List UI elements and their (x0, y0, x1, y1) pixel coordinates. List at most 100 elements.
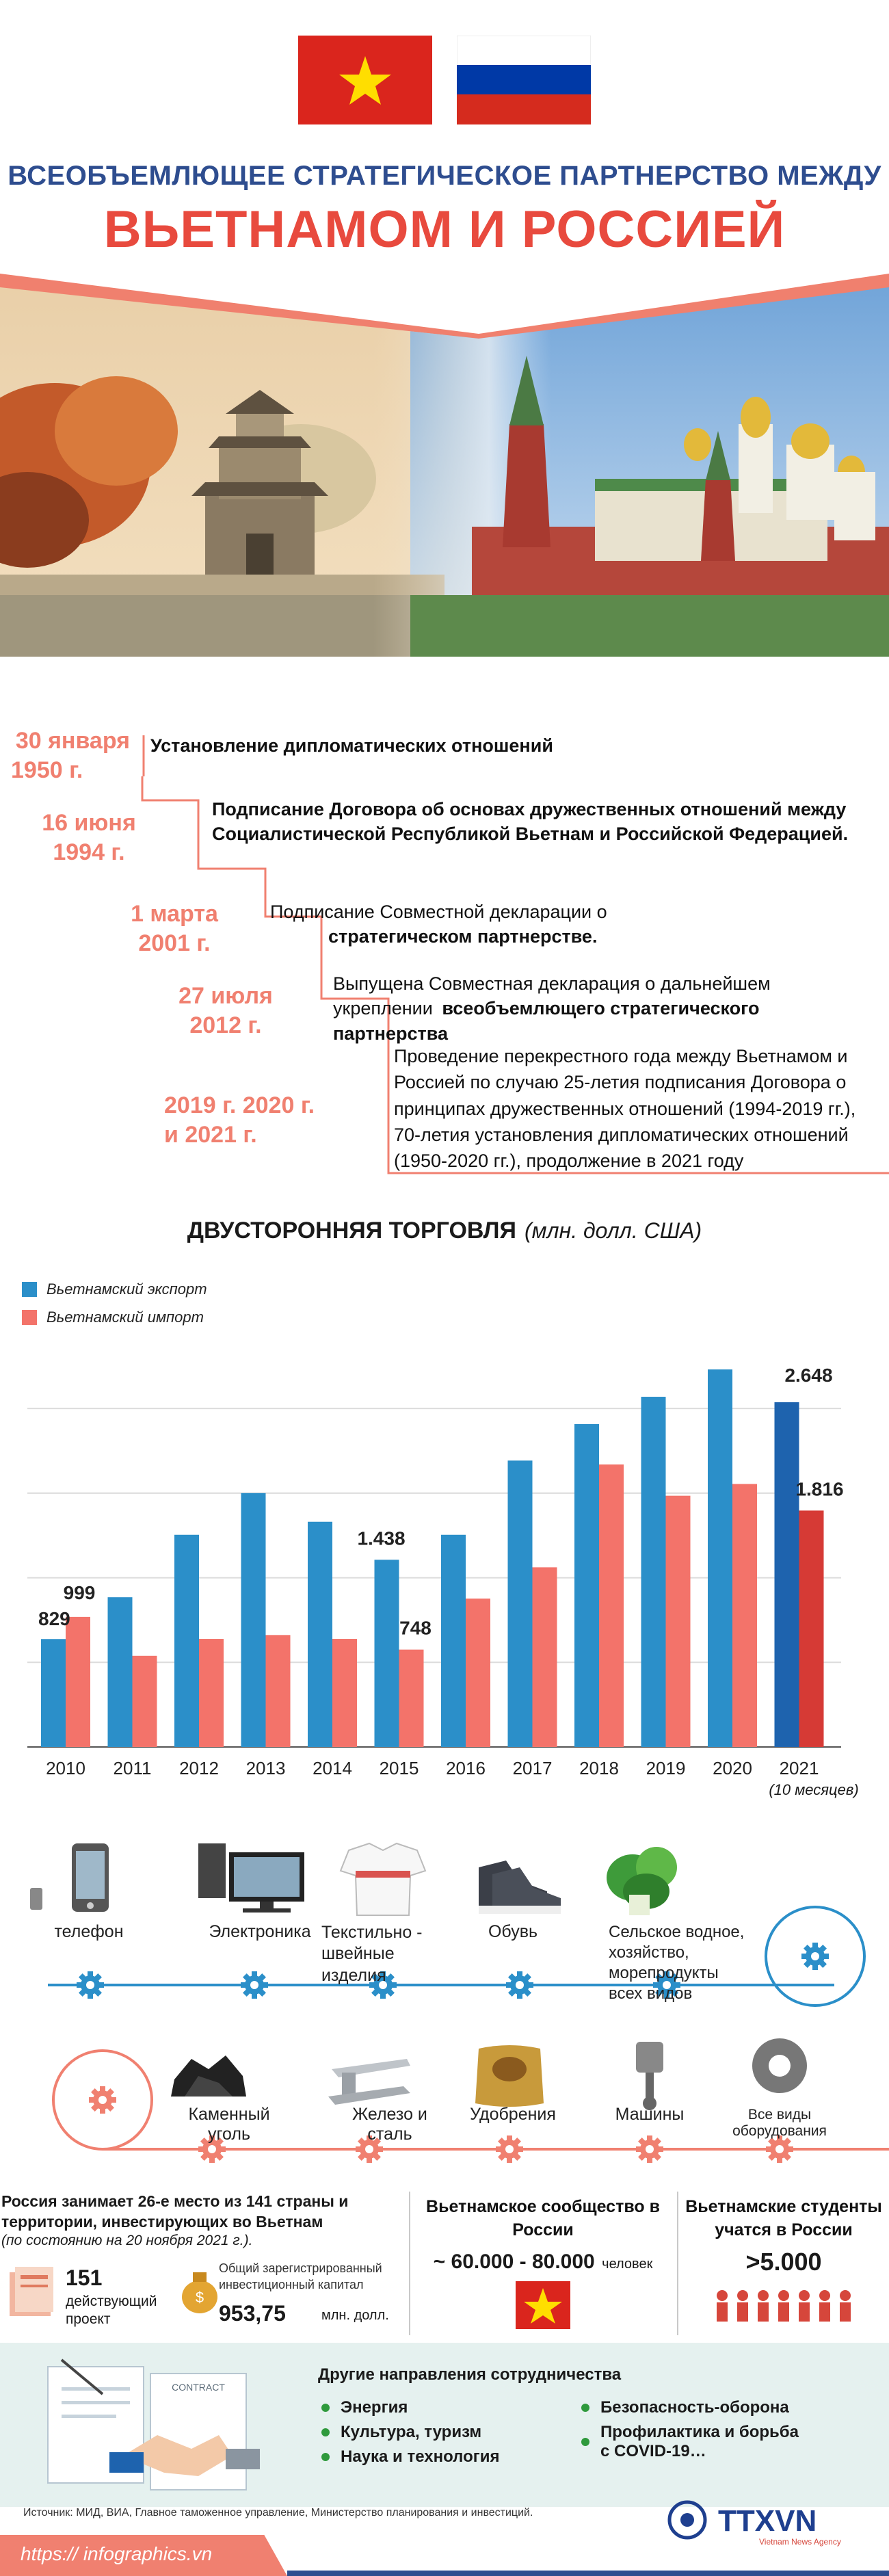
phone-icon (30, 1843, 109, 1912)
community-value: ~ 60.000 - 80.000 (433, 2250, 595, 2273)
x-tick-label: 2017 (513, 1758, 553, 1778)
x-tick-label: 2018 (579, 1758, 619, 1778)
students-people-icon (717, 2290, 851, 2322)
money-bag-icon: $ (182, 2272, 217, 2313)
timeline-date-5: 2019 г. 2020 г. и 2021 г. (164, 1092, 315, 1148)
import-bar (665, 1495, 691, 1747)
cooperation-item: Безопасность-оборона (581, 2398, 806, 2417)
import-product-label: Железо и сталь (352, 2105, 427, 2144)
timeline-event-4: Выпущена Совместная декларация о дальней… (333, 973, 771, 1044)
svg-text:$: $ (196, 2289, 204, 2306)
export-product-label: Сельское водное, хозяйство, морепродукты… (609, 1923, 745, 2003)
export-product-label: Текстильно - швейные изделия (321, 1923, 423, 1985)
steel-beam-icon (328, 2059, 410, 2105)
timeline-date-4: 27 июля 2012 г. (178, 983, 273, 1038)
investment-box: Россия занимает 26-е место из 141 страны… (0, 2192, 405, 2339)
gear-marker-icon (506, 1971, 533, 1999)
import-bar (132, 1655, 157, 1747)
sneaker-icon (479, 1861, 561, 1914)
vietnam-flag (298, 36, 432, 124)
projects-label: действующий проект (66, 2294, 157, 2328)
imports-products-row (52, 2038, 889, 2163)
import-bar (799, 1510, 824, 1747)
legend-export: Вьетнамский экспорт (22, 1280, 207, 1298)
timeline-date-2: 16 июня 1994 г. (42, 810, 136, 865)
x-tick-label: 2019 (646, 1758, 686, 1778)
data-label: 829 (38, 1608, 70, 1629)
x-tick-label: 2010 (46, 1758, 85, 1778)
timeline-event-3: Подписание Совместной декларации о страт… (270, 902, 607, 947)
hero-landmarks-image (0, 274, 889, 657)
x-tick-label: 2011 (114, 1758, 152, 1778)
export-bar (308, 1521, 332, 1747)
students-box: Вьетнамские студенты учатся в России >5.… (681, 2196, 886, 2332)
export-product-label: телефон (54, 1922, 124, 1941)
document-stack-icon (10, 2267, 53, 2316)
data-label: 1.816 (795, 1478, 843, 1499)
timeline-date-1: 30 января 1950 г. (11, 728, 130, 783)
cooperation-list-right: Безопасность-оборона Профилактика и борь… (581, 2398, 806, 2467)
cooperation-heading: Другие направления сотрудничества (318, 2365, 622, 2384)
import-product-label: Все виды оборудования (732, 2107, 827, 2139)
gear-marker-icon (766, 2135, 793, 2163)
gear-marker-icon (241, 1971, 268, 1999)
investment-note: (по состоянию на 20 ноября 2021 г.). (1, 2232, 253, 2248)
x-tick-label: 2015 (380, 1758, 419, 1778)
coal-icon (171, 2055, 246, 2097)
gear-marker-icon (496, 2135, 523, 2163)
import-bar (265, 1635, 291, 1747)
logo-subtext: Vietnam News Agency (759, 2537, 841, 2547)
logo-text: TTXVN (718, 2504, 817, 2538)
timeline-event-2: Подписание Договора об основах дружестве… (212, 799, 849, 845)
url-link[interactable]: https:// infographics.vn (21, 2543, 213, 2564)
community-unit: человек (602, 2256, 653, 2272)
cooperation-section (0, 2343, 889, 2507)
cooperation-item: Наука и технология (321, 2447, 500, 2467)
export-bar (107, 1597, 133, 1747)
box-divider (409, 2192, 410, 2335)
title-line-1: ВСЕОБЪЕМЛЮЩЕЕ СТРАТЕГИЧЕСКОЕ ПАРТНЕРСТВО… (8, 161, 881, 191)
x-tick-label: 2012 (179, 1758, 219, 1778)
x-tick-label: 2020 (713, 1758, 752, 1778)
exports-products-row (30, 1842, 866, 2007)
legend-export-swatch (22, 1282, 37, 1297)
gear-marker-icon (198, 2135, 226, 2163)
projects-value: 151 (66, 2265, 103, 2290)
gear-icon (752, 2038, 807, 2093)
trade-title: ДВУСТОРОННЯЯ ТОРГОВЛЯ (млн. долл. США) (187, 1218, 702, 1244)
source-text: Источник: МИД, ВИА, Главное таможенное у… (23, 2507, 533, 2519)
gear-marker-icon (77, 1971, 104, 1999)
data-label: 2.648 (784, 1365, 832, 1386)
russia-flag (457, 36, 591, 124)
export-bar (507, 1460, 533, 1747)
data-label: 748 (399, 1618, 432, 1639)
community-box: Вьетнамское сообщество в России ~ 60.000… (413, 2196, 673, 2332)
data-label: 999 (64, 1582, 96, 1603)
export-product-label: Обувь (488, 1922, 538, 1941)
import-product-label: Удобрения (470, 2105, 556, 2124)
timeline-date-3: 1 марта 2001 г. (131, 901, 218, 956)
x-tick-label: 2016 (446, 1758, 486, 1778)
import-bar (66, 1616, 90, 1747)
export-bar (641, 1397, 666, 1747)
export-bar (174, 1534, 199, 1747)
import-bar (332, 1639, 357, 1747)
ttxvn-logo: TTXVN Vietnam News Agency (667, 2500, 841, 2547)
import-product-label: Машины (615, 2105, 685, 2124)
import-bar (732, 1484, 757, 1747)
footer-bar (287, 2571, 889, 2576)
export-bar (41, 1639, 66, 1747)
gear-marker-icon (636, 2135, 663, 2163)
export-bar (441, 1534, 466, 1747)
students-heading: Вьетнамские студенты учатся в России (685, 2197, 882, 2239)
x-tick-label: 2014 (313, 1758, 352, 1778)
import-bar (199, 1639, 224, 1747)
fertilizer-bag-icon (475, 2045, 544, 2107)
x-tick-label: 2021 (780, 1758, 819, 1778)
community-heading: Вьетнамское сообщество в России (426, 2197, 660, 2239)
timeline-event-5: Проведение перекрестного года между Вьет… (394, 1046, 856, 1172)
vietnam-star-badge-icon (516, 2281, 570, 2329)
export-bar (241, 1493, 266, 1747)
cooperation-item: Культура, туризм (321, 2423, 500, 2442)
